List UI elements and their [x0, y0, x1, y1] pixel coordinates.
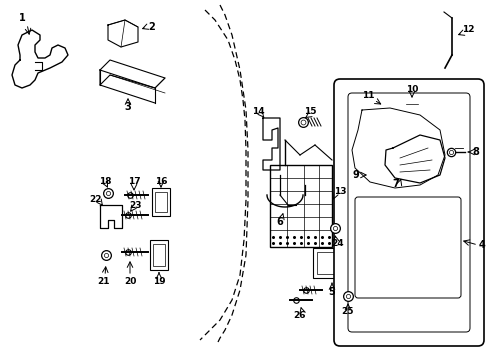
Text: 1: 1 [19, 13, 25, 23]
Text: 16: 16 [154, 177, 167, 186]
Text: 15: 15 [303, 108, 316, 117]
Text: 19: 19 [152, 278, 165, 287]
FancyBboxPatch shape [405, 98, 417, 130]
FancyBboxPatch shape [153, 244, 164, 266]
Text: 13: 13 [333, 188, 346, 197]
FancyBboxPatch shape [155, 192, 167, 212]
Text: 22: 22 [90, 195, 102, 204]
Text: 10: 10 [405, 85, 417, 94]
Text: 26: 26 [293, 310, 305, 320]
Text: 3: 3 [124, 102, 131, 112]
Text: 4: 4 [478, 240, 485, 250]
Text: 24: 24 [331, 238, 344, 248]
Text: 20: 20 [123, 278, 136, 287]
FancyBboxPatch shape [269, 165, 331, 247]
FancyBboxPatch shape [152, 188, 170, 216]
Text: 6: 6 [276, 217, 283, 227]
Text: 21: 21 [97, 278, 109, 287]
Text: 2: 2 [148, 22, 155, 32]
Text: 7: 7 [392, 179, 399, 189]
Text: 17: 17 [127, 177, 140, 186]
FancyBboxPatch shape [369, 128, 377, 216]
Text: 18: 18 [99, 177, 111, 186]
Text: 9: 9 [352, 170, 359, 180]
Text: 23: 23 [129, 201, 142, 210]
FancyBboxPatch shape [316, 252, 346, 274]
Text: 14: 14 [251, 108, 264, 117]
Text: 8: 8 [471, 147, 478, 157]
FancyBboxPatch shape [347, 93, 469, 332]
FancyBboxPatch shape [333, 79, 483, 346]
FancyBboxPatch shape [150, 240, 168, 270]
Text: 5: 5 [328, 287, 335, 297]
Text: 12: 12 [461, 26, 473, 35]
FancyBboxPatch shape [312, 248, 350, 278]
Text: 11: 11 [361, 91, 373, 100]
FancyBboxPatch shape [384, 102, 392, 126]
Text: 25: 25 [341, 307, 353, 316]
FancyBboxPatch shape [354, 197, 460, 298]
